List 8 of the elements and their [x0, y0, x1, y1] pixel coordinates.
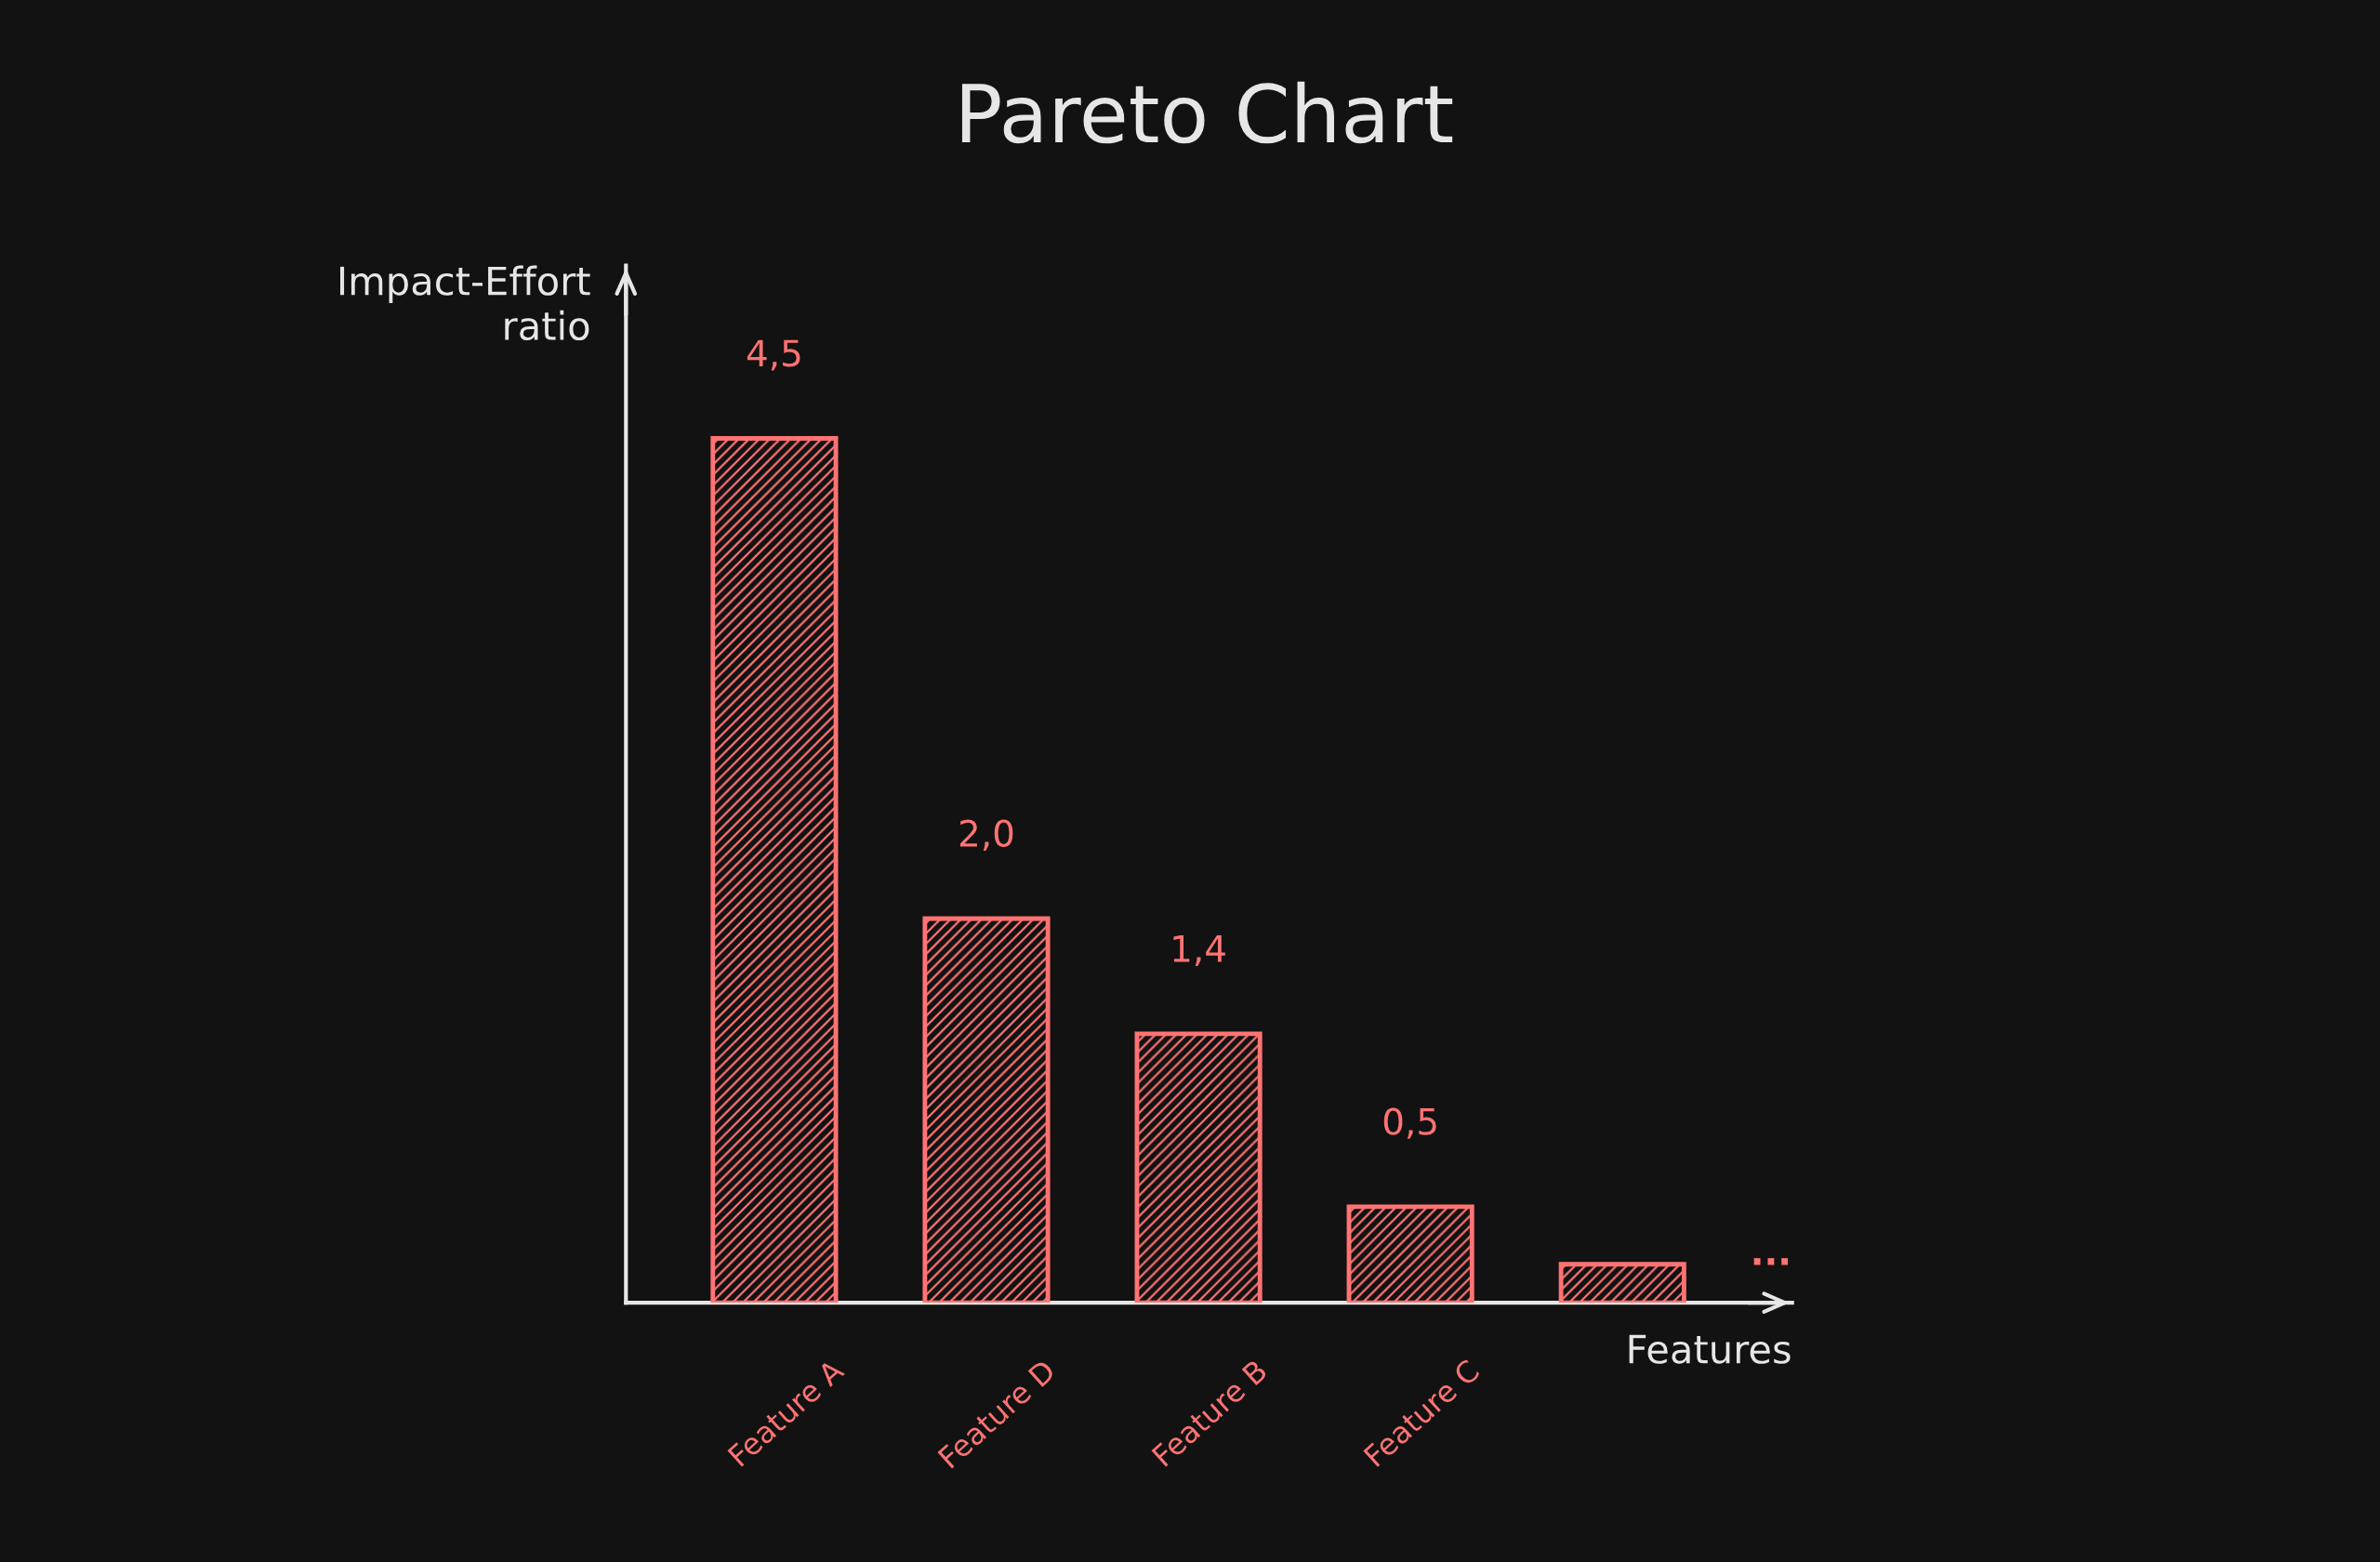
- annotation: ...: [1753, 1258, 1789, 1265]
- data-label: 4,5: [747, 339, 800, 371]
- x-axis-title: Features: [1629, 1334, 1791, 1364]
- chart-title: Pareto Chart: [961, 81, 1453, 144]
- y-axis-title: Impact-Effort ratio: [339, 265, 590, 341]
- data-label: 0,5: [1383, 1107, 1436, 1139]
- data-label: 2,0: [959, 819, 1013, 851]
- data-label: 1,4: [1173, 935, 1225, 966]
